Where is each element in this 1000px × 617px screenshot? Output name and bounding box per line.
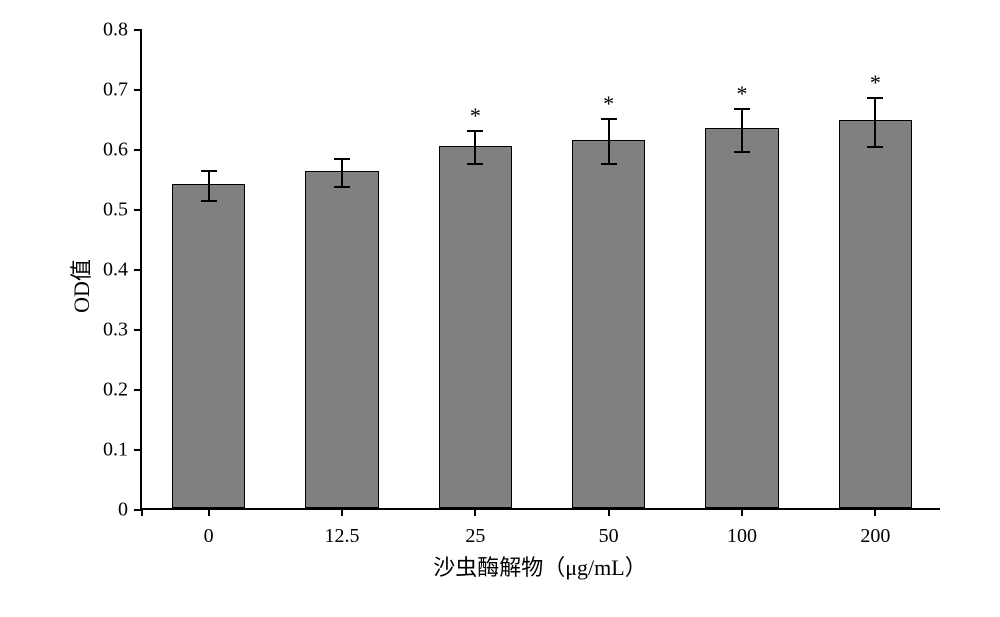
bar — [572, 140, 645, 508]
bar — [705, 128, 778, 508]
y-tick — [134, 89, 142, 91]
error-cap-top — [734, 108, 750, 110]
x-tick-label: 200 — [860, 525, 890, 548]
x-axis-title: 沙虫酶解物（μg/mL） — [433, 550, 646, 582]
x-tick — [141, 508, 143, 516]
error-cap-bottom — [201, 200, 217, 202]
x-tick-label: 50 — [599, 525, 619, 548]
y-tick-label: 0.2 — [103, 379, 128, 402]
y-tick — [134, 29, 142, 31]
y-tick — [134, 209, 142, 211]
error-cap-top — [334, 158, 350, 160]
y-tick — [134, 269, 142, 271]
x-tick-label: 12.5 — [325, 525, 360, 548]
bar — [172, 184, 245, 508]
y-tick — [134, 389, 142, 391]
x-tick — [474, 508, 476, 516]
significance-marker: * — [870, 70, 881, 96]
x-tick — [608, 508, 610, 516]
error-cap-top — [601, 118, 617, 120]
error-cap-bottom — [601, 163, 617, 165]
error-cap-top — [201, 170, 217, 172]
y-tick-label: 0.5 — [103, 199, 128, 222]
y-axis-title: OD值 — [64, 259, 96, 313]
error-cap-bottom — [334, 186, 350, 188]
error-bar — [474, 131, 476, 165]
plot-area: 00.10.20.30.40.50.60.70.8012.5*25*50*100… — [140, 30, 940, 510]
y-tick — [134, 149, 142, 151]
significance-marker: * — [470, 103, 481, 129]
y-tick — [134, 329, 142, 331]
error-cap-top — [467, 130, 483, 132]
error-bar — [741, 109, 743, 152]
y-tick-label: 0.7 — [103, 79, 128, 102]
y-tick-label: 0.3 — [103, 319, 128, 342]
y-tick-label: 0 — [118, 499, 128, 522]
error-bar — [608, 119, 610, 165]
x-tick — [741, 508, 743, 516]
y-tick — [134, 449, 142, 451]
bar — [305, 171, 378, 508]
x-tick-label: 0 — [204, 525, 214, 548]
bar — [839, 120, 912, 508]
error-cap-bottom — [734, 151, 750, 153]
y-tick-label: 0.4 — [103, 259, 128, 282]
error-cap-bottom — [867, 146, 883, 148]
x-tick — [208, 508, 210, 516]
y-tick-label: 0.8 — [103, 19, 128, 42]
y-tick-label: 0.6 — [103, 139, 128, 162]
error-cap-bottom — [467, 163, 483, 165]
x-tick-label: 100 — [727, 525, 757, 548]
error-bar — [341, 159, 343, 187]
bar — [439, 146, 512, 508]
chart-container: OD值 沙虫酶解物（μg/mL） 00.10.20.30.40.50.60.70… — [50, 20, 970, 590]
significance-marker: * — [603, 91, 614, 117]
y-tick-label: 0.1 — [103, 439, 128, 462]
x-tick — [874, 508, 876, 516]
significance-marker: * — [737, 81, 748, 107]
error-cap-top — [867, 97, 883, 99]
error-bar — [874, 98, 876, 147]
x-tick-label: 25 — [465, 525, 485, 548]
error-bar — [208, 171, 210, 201]
x-tick — [341, 508, 343, 516]
